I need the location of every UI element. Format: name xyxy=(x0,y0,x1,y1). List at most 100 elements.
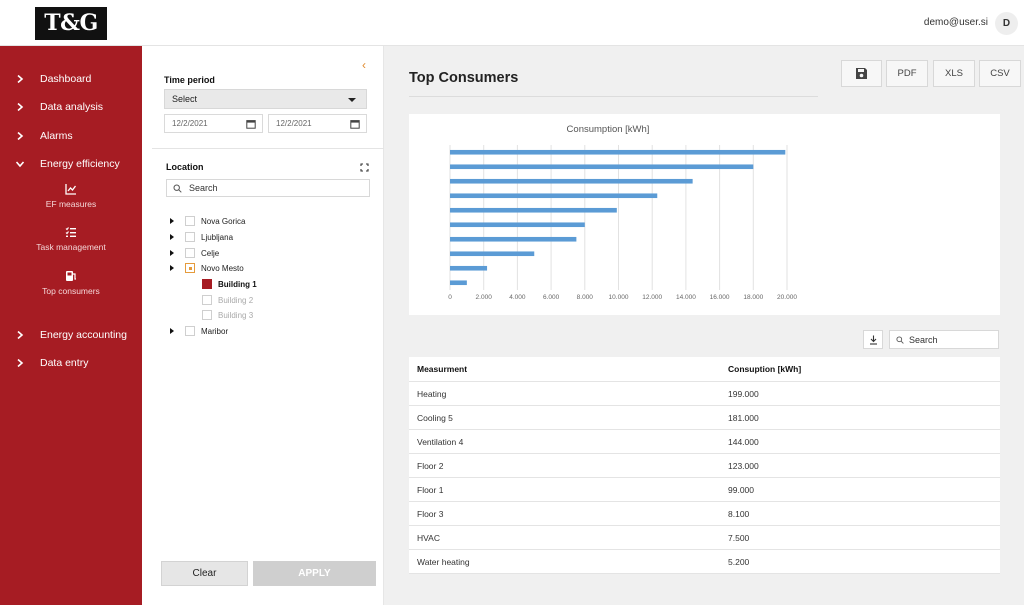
checkbox-checked[interactable] xyxy=(202,279,212,289)
sidebar-subitem-top-consumers[interactable]: Top consumers xyxy=(0,270,142,296)
table-row[interactable]: Water heating 5.200 xyxy=(409,550,1000,574)
checkbox[interactable] xyxy=(202,295,212,305)
tree-item-building-3[interactable]: Building 3 xyxy=(202,308,253,322)
tree-item-building-1[interactable]: Building 1 xyxy=(202,277,257,291)
x-tick-label: 14.000 xyxy=(676,294,696,301)
tree-item-building-2[interactable]: Building 2 xyxy=(202,293,253,307)
save-button[interactable] xyxy=(841,60,882,87)
x-tick-label: 20.000 xyxy=(777,294,797,301)
bar xyxy=(450,207,617,213)
cell-consumption: 99.000 xyxy=(728,484,754,495)
table-row[interactable]: Heating 199.000 xyxy=(409,382,1000,406)
bar xyxy=(450,280,467,286)
time-period-select[interactable]: Select xyxy=(164,89,367,109)
cell-measurement: Floor 2 xyxy=(417,460,444,471)
cell-consumption: 8.100 xyxy=(728,508,750,519)
chevron-right-icon xyxy=(0,359,40,367)
export-xls-button[interactable]: XLS xyxy=(933,60,975,87)
table-row[interactable]: Floor 2 123.000 xyxy=(409,454,1000,478)
sidebar-subitem-task-management[interactable]: Task management xyxy=(0,226,142,252)
table-search-input[interactable]: Search xyxy=(889,330,999,349)
tree-item-label: Ljubljana xyxy=(201,232,234,242)
caret-right-icon[interactable] xyxy=(170,265,174,271)
filter-panel: ‹ Time period Select 12/2/2021 12/2/2021… xyxy=(142,46,384,605)
tree-item-novo-mesto[interactable]: Novo Mesto xyxy=(170,261,244,275)
cell-measurement: Cooling 5 xyxy=(417,412,453,423)
chevron-right-icon xyxy=(0,75,40,83)
tree-item-label: Building 2 xyxy=(218,295,254,305)
chevron-right-icon xyxy=(0,132,40,140)
x-tick-label: 2.000 xyxy=(476,294,493,301)
sidebar-item-label: Dashboard xyxy=(40,73,92,85)
location-search-input[interactable]: Search xyxy=(166,179,370,197)
download-button[interactable] xyxy=(863,330,883,349)
time-period-label: Time period xyxy=(164,75,215,85)
sidebar-item-dashboard[interactable]: Dashboard xyxy=(0,69,142,89)
calendar-icon[interactable] xyxy=(246,119,256,129)
date-from-field[interactable]: 12/2/2021 xyxy=(164,114,263,133)
caret-right-icon[interactable] xyxy=(170,234,174,240)
chart-title: Consumption [kWh] xyxy=(567,124,650,135)
divider xyxy=(152,148,384,149)
x-tick-label: 4.000 xyxy=(509,294,526,301)
sidebar-item-energy-efficiency[interactable]: Energy efficiency xyxy=(0,154,142,174)
date-to-value: 12/2/2021 xyxy=(276,119,312,128)
table-row[interactable]: HVAC 7.500 xyxy=(409,526,1000,550)
chevron-right-icon xyxy=(0,331,40,339)
caret-right-icon[interactable] xyxy=(170,250,174,256)
x-tick-label: 8.000 xyxy=(577,294,594,301)
tree-item-nova-gorica[interactable]: Nova Gorica xyxy=(170,214,245,228)
checkbox[interactable] xyxy=(202,310,212,320)
user-email[interactable]: demo@user.si xyxy=(923,17,988,28)
tree-item-ljubljana[interactable]: Ljubljana xyxy=(170,230,233,244)
sidebar-subitem-label: EF measures xyxy=(45,199,97,209)
bar xyxy=(450,193,658,199)
caret-right-icon[interactable] xyxy=(170,328,174,334)
apply-button[interactable]: APPLY xyxy=(253,561,376,586)
caret-right-icon[interactable] xyxy=(170,218,174,224)
bar xyxy=(450,251,535,257)
tree-item-maribor[interactable]: Maribor xyxy=(170,324,228,338)
sidebar-item-data-analysis[interactable]: Data analysis xyxy=(0,97,142,117)
export-pdf-button[interactable]: PDF xyxy=(886,60,928,87)
location-label: Location xyxy=(166,162,204,172)
column-header-measurement[interactable]: Measurment xyxy=(417,364,468,374)
save-icon xyxy=(856,68,867,79)
sidebar-item-label: Energy accounting xyxy=(40,329,127,341)
bar xyxy=(450,178,693,184)
chart-card: Consumption [kWh] 0 2.000 4.000 6.000 8.000 10… xyxy=(409,114,1000,315)
sidebar-item-energy-accounting[interactable]: Energy accounting xyxy=(0,325,142,345)
checkbox-partial[interactable] xyxy=(185,263,195,273)
export-csv-button[interactable]: CSV xyxy=(979,60,1021,87)
bar xyxy=(450,149,786,155)
table-row[interactable]: Floor 1 99.000 xyxy=(409,478,1000,502)
cell-measurement: Water heating xyxy=(417,556,470,567)
clear-button[interactable]: Clear xyxy=(161,561,248,586)
search-placeholder: Search xyxy=(909,335,938,345)
checkbox[interactable] xyxy=(185,232,195,242)
sidebar-item-alarms[interactable]: Alarms xyxy=(0,126,142,146)
checkbox[interactable] xyxy=(185,248,195,258)
table-row[interactable]: Ventilation 4 144.000 xyxy=(409,430,1000,454)
checkbox[interactable] xyxy=(185,216,195,226)
calendar-icon[interactable] xyxy=(350,119,360,129)
sidebar-item-data-entry[interactable]: Data entry xyxy=(0,353,142,373)
cell-consumption: 199.000 xyxy=(728,388,759,399)
date-to-field[interactable]: 12/2/2021 xyxy=(268,114,367,133)
checkbox[interactable] xyxy=(185,326,195,336)
sidebar-subitem-ef-measures[interactable]: EF measures xyxy=(0,183,142,209)
table-row[interactable]: Cooling 5 181.000 xyxy=(409,406,1000,430)
cell-consumption: 5.200 xyxy=(728,556,750,567)
chevron-right-icon xyxy=(0,103,40,111)
tree-item-celje[interactable]: Celje xyxy=(170,246,219,260)
search-icon xyxy=(896,336,904,344)
bar xyxy=(450,164,754,170)
avatar[interactable]: D xyxy=(995,12,1018,35)
download-icon xyxy=(869,335,877,345)
logo[interactable]: T&G xyxy=(35,7,107,40)
collapse-panel-icon[interactable]: ‹ xyxy=(362,58,366,72)
column-header-consumption[interactable]: Consuption [kWh] xyxy=(728,364,802,374)
expand-icon[interactable] xyxy=(360,163,369,172)
search-icon xyxy=(173,184,182,193)
table-row[interactable]: Floor 3 8.100 xyxy=(409,502,1000,526)
